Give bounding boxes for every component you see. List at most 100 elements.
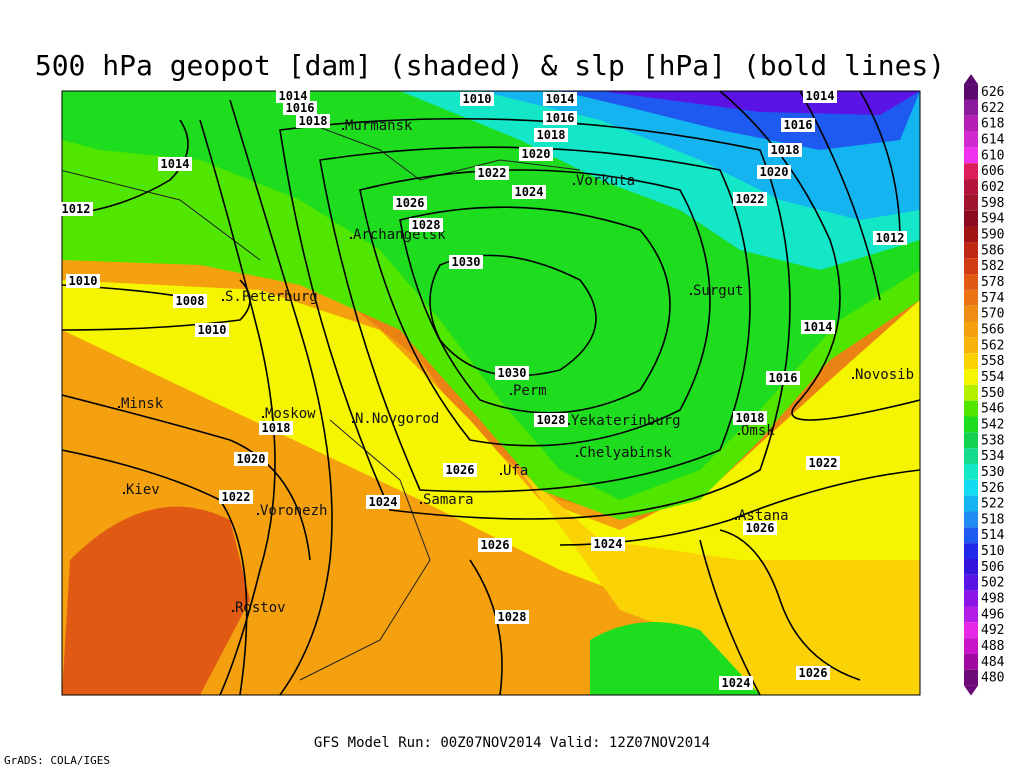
city-label: Minsk [121,396,164,412]
contour-label-box [259,421,293,435]
contour-label-box [173,294,207,308]
contour-label-box [801,320,835,334]
contour-label: 1024 [594,537,623,551]
contour-label: 1014 [546,92,575,106]
city-marker [510,393,512,395]
contour-label-box [543,111,577,125]
colorbar-label: 518 [981,512,1004,527]
contour-label-box [534,128,568,142]
colorbar-label: 484 [981,655,1005,670]
colorbar-label: 498 [981,592,1004,607]
contour-label-box [873,231,907,245]
city-marker [738,433,740,435]
colorbar-label: 602 [981,180,1004,195]
city-label: Samara [423,492,474,508]
colorbar-label: 534 [981,449,1005,464]
contour-label-box [519,147,553,161]
contour-label: 1028 [498,610,527,624]
contour-label: 1020 [760,165,789,179]
colorbar-swatch [964,622,978,639]
colorbar-label: 594 [981,212,1005,227]
colorbar-swatch [964,558,978,575]
contour-label: 1024 [369,495,398,509]
contour-label: 1020 [237,452,266,466]
contour-label-box [195,323,229,337]
colorbar-swatch [964,464,978,480]
contour-label: 1022 [478,166,507,180]
colorbar-label: 514 [981,528,1005,543]
contour-label: 1026 [396,196,425,210]
city-marker [690,293,692,295]
colorbar-label: 496 [981,607,1004,622]
contour-label: 1026 [799,666,828,680]
colorbar-label: 610 [981,148,1004,163]
contour-label-box [283,101,317,115]
contour-label: 1014 [161,157,190,171]
city-label: Perm [513,383,547,399]
contour-label: 1018 [299,114,328,128]
colorbar-top-tip [964,74,978,85]
contour-label-box [66,274,100,288]
colorbar-swatch [964,606,978,623]
colorbar-swatch [964,194,978,211]
colorbar-swatch [964,115,978,132]
contour-label-box [803,89,837,103]
colorbar-label: 622 [981,101,1004,116]
contour-label-box [534,413,568,427]
city-marker [573,183,575,185]
colorbar-swatch [964,84,978,100]
city-label: Surgut [693,283,744,299]
contour-label: 1026 [746,521,775,535]
contour-label-box [366,495,400,509]
city-label: Voronezh [260,503,327,519]
city-label: Rostov [235,600,286,616]
contour-label: 1028 [537,413,566,427]
contour-label-box [59,202,93,216]
contour-label: 1018 [771,143,800,157]
colorbar-swatch [964,416,978,433]
contour-label: 1014 [279,89,308,103]
colorbar-swatch [964,337,978,354]
colorbar-swatch [964,99,978,116]
colorbar-swatch [964,574,978,591]
colorbar-label: 614 [981,132,1005,147]
city-label: Kiev [126,482,160,498]
colorbar-label: 570 [981,307,1004,322]
city-marker [118,406,120,408]
contour-label-box [781,118,815,132]
contour-label-box [757,165,791,179]
contour-label-box [719,676,753,690]
colorbar-label: 626 [981,85,1004,100]
colorbar-swatch [964,669,978,686]
contour-label: 1010 [463,92,492,106]
contour-label-box [495,610,529,624]
city-marker [350,237,352,239]
contour-label-box [460,92,494,106]
colorbar-label: 538 [981,433,1004,448]
city-label: N.Novgorod [355,411,439,427]
city-marker [232,610,234,612]
colorbar-swatch [964,479,978,496]
contour-label-box [495,366,529,380]
contour-label-box [234,452,268,466]
colorbar-swatch [964,147,978,164]
contour-label: 1012 [876,231,905,245]
colorbar-label: 578 [981,275,1004,290]
colorbar-swatch [964,289,978,306]
contour-label-box [543,92,577,106]
colorbar-label: 522 [981,497,1004,512]
contour-label: 1030 [498,366,527,380]
colorbar-label: 606 [981,164,1004,179]
colorbar-label: 526 [981,481,1004,496]
colorbar-label: 566 [981,322,1004,337]
colorbar-swatch [964,274,978,290]
contour-label: 1016 [769,371,798,385]
contour-label-box [219,490,253,504]
city-marker [852,377,854,379]
colorbar-label: 558 [981,354,1004,369]
colorbar-swatch [964,163,978,180]
city-label: Novosib [855,367,914,383]
contour-label: 1030 [452,255,481,269]
shading [62,91,920,695]
